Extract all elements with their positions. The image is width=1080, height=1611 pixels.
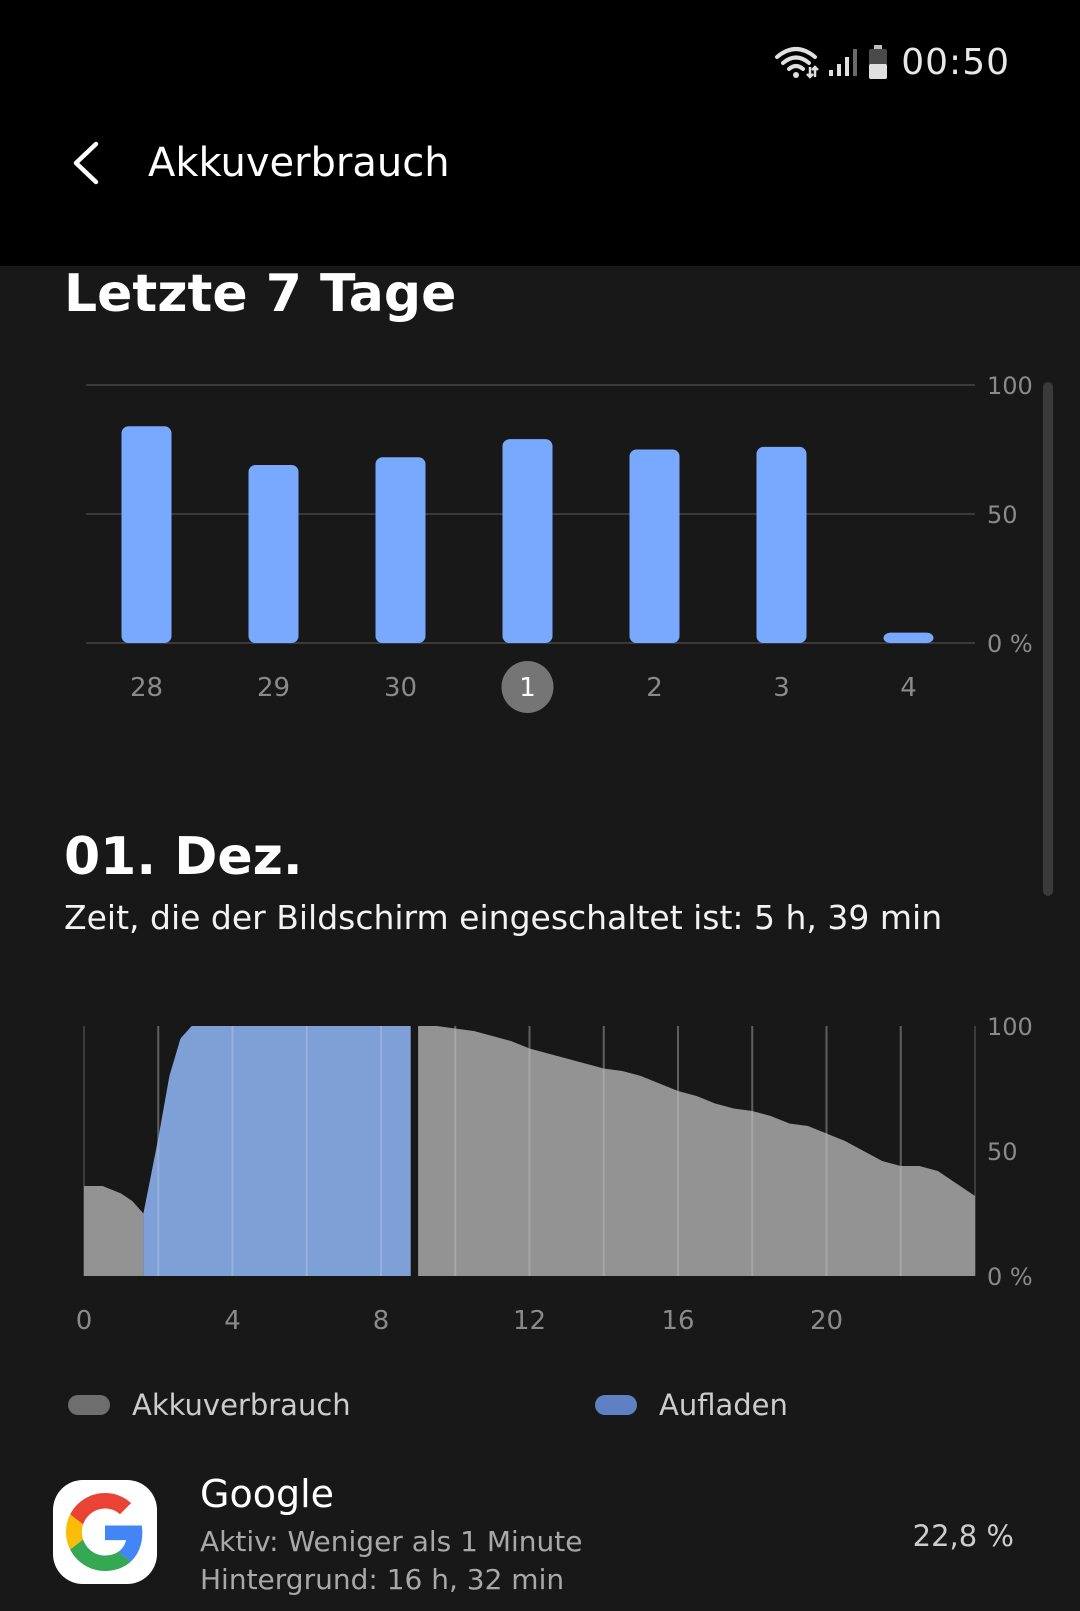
x-tick-label: 29	[257, 673, 290, 703]
signal-icon	[829, 49, 858, 76]
charging-area	[143, 1026, 411, 1276]
selected-day-title: 01. Dez.	[64, 827, 303, 887]
screen-time-text: Zeit, die der Bildschirm eingeschaltet i…	[64, 898, 943, 937]
bar	[756, 446, 807, 643]
bar	[375, 457, 426, 643]
usage-area	[84, 1186, 144, 1276]
usage-swatch	[68, 1395, 110, 1415]
weekly-section-title: Letzte 7 Tage	[64, 264, 457, 324]
app-list-item[interactable]: Google Aktiv: Weniger als 1 Minute Hinte…	[0, 1466, 1080, 1611]
app-usage-percent: 22,8 %	[912, 1519, 1014, 1553]
legend-charging-label: Aufladen	[659, 1388, 788, 1422]
bar	[121, 426, 172, 643]
chevron-left-icon	[73, 141, 99, 185]
y-tick-label: 0 %	[987, 1263, 1033, 1291]
x-tick-label: 4	[224, 1306, 241, 1336]
charging-swatch	[595, 1395, 637, 1415]
x-tick-label: 2	[646, 673, 663, 703]
bar	[629, 449, 680, 643]
y-tick-label: 100	[987, 372, 1033, 400]
x-tick-label: 3	[773, 673, 790, 703]
status-bar: 00:50	[0, 0, 1080, 130]
y-tick-label: 50	[987, 501, 1018, 529]
x-tick-label: 28	[130, 673, 163, 703]
google-icon	[53, 1480, 157, 1584]
back-button[interactable]	[50, 130, 120, 196]
x-tick-label: 1	[519, 673, 536, 703]
status-time: 00:50	[901, 41, 1010, 83]
x-tick-label: 0	[76, 1306, 93, 1336]
bar	[883, 632, 934, 643]
app-bar: Akkuverbrauch	[0, 130, 1080, 266]
app-name: Google	[200, 1472, 335, 1516]
legend-charging: Aufladen	[595, 1388, 788, 1422]
scrollbar[interactable]	[1043, 382, 1053, 896]
x-tick-label: 20	[810, 1306, 843, 1336]
legend-usage: Akkuverbrauch	[68, 1388, 351, 1422]
x-tick-label: 30	[384, 673, 417, 703]
app-active-time: Aktiv: Weniger als 1 Minute	[200, 1525, 583, 1558]
y-tick-label: 0 %	[987, 630, 1033, 658]
x-tick-label: 4	[900, 673, 917, 703]
bar	[502, 439, 553, 643]
weekly-usage-chart: 100 50 0 % 28 29 30 1 2 3 4	[86, 372, 1033, 713]
bar	[248, 464, 299, 643]
y-tick-label: 50	[987, 1138, 1018, 1166]
legend-usage-label: Akkuverbrauch	[132, 1388, 351, 1422]
x-tick-label: 16	[661, 1306, 694, 1336]
page-title: Akkuverbrauch	[148, 140, 450, 186]
x-tick-label: 12	[513, 1306, 546, 1336]
app-background-time: Hintergrund: 16 h, 32 min	[200, 1563, 565, 1596]
battery-icon	[869, 45, 888, 79]
y-tick-label: 100	[987, 1013, 1033, 1041]
usage-area	[418, 1026, 975, 1276]
selected-day-indicator	[501, 661, 554, 713]
wifi-icon	[775, 47, 820, 79]
x-tick-label: 8	[373, 1306, 390, 1336]
daily-battery-chart: 100 50 0 % 0 4 8 12 16 20	[76, 1013, 1033, 1336]
status-icons: 00:50	[773, 40, 1010, 84]
